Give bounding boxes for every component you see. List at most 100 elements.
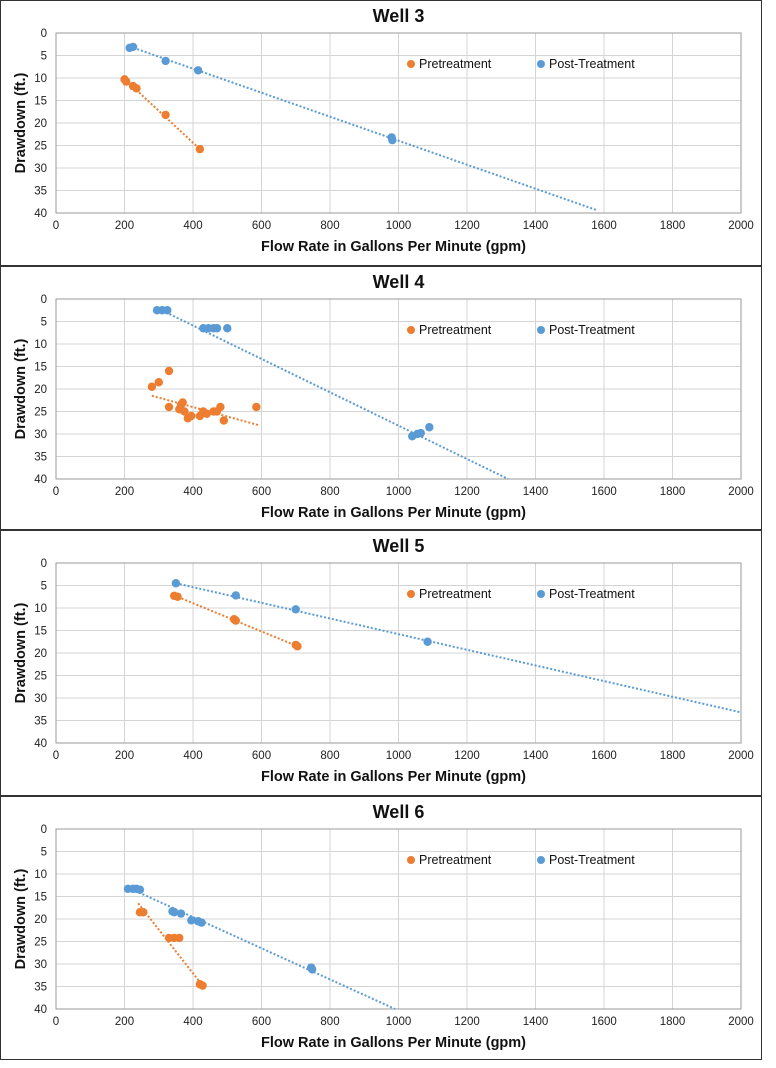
data-point-pretreatment [252, 402, 261, 412]
data-point-post-treatment [169, 908, 179, 917]
y-tick-label: 40 [34, 738, 47, 750]
legend-marker [537, 60, 545, 68]
data-point-pretreatment [132, 84, 141, 93]
y-tick-label: 35 [34, 186, 47, 198]
x-tick-label: 1400 [523, 750, 549, 762]
legend-label: Pretreatment [419, 853, 492, 867]
x-tick-label: 1800 [660, 220, 686, 232]
y-tick-label: 25 [34, 141, 47, 153]
y-tick-label: 20 [34, 118, 47, 130]
data-point-pretreatment [173, 592, 182, 601]
legend-label: Pretreatment [419, 323, 492, 337]
y-tick-label: 35 [34, 452, 47, 464]
chart-title: Well 5 [373, 536, 425, 556]
legend-label: Pretreatment [419, 57, 492, 71]
x-tick-label: 1200 [454, 1016, 480, 1028]
data-point-pretreatment [231, 616, 241, 625]
chart-panel-well-3: 0 200 400 600 800 1000 1200 1400 1600 1800 2000 0 5 1… [0, 0, 762, 266]
y-tick-label: 5 [41, 317, 47, 329]
y-tick-label: 5 [41, 847, 47, 859]
data-point-pretreatment [139, 908, 148, 917]
y-tick-label: 15 [34, 362, 47, 374]
data-point-post-treatment [388, 135, 397, 145]
trendline-post-treatment [129, 45, 598, 212]
y-tick-label: 25 [34, 937, 47, 949]
chart-title: Well 6 [373, 802, 425, 822]
trendline-pretreatment [137, 902, 205, 988]
chart-panel-well-4: 0 200 400 600 800 1000 1200 1400 1600 1800 2000 0 5 1… [0, 266, 762, 530]
x-tick-label: 400 [183, 486, 202, 498]
data-point-post-treatment [291, 605, 300, 614]
data-point-pretreatment [147, 382, 157, 391]
legend-marker [407, 326, 415, 334]
x-tick-label: 1000 [386, 220, 412, 232]
chart-well-6: 0 200 400 600 800 1000 1200 1400 1600 1800 2000 0 5 1… [13, 802, 754, 1051]
data-point-post-treatment [212, 324, 222, 333]
x-tick-label: 2000 [728, 1016, 754, 1028]
y-tick-label: 35 [34, 982, 47, 994]
data-point-post-treatment [171, 579, 181, 588]
data-point-post-treatment [193, 66, 203, 75]
y-tick-label: 0 [41, 824, 47, 836]
x-axis-label: Flow Rate in Gallons Per Minute (gpm) [261, 769, 526, 785]
chart-title: Well 4 [373, 272, 425, 292]
y-tick-label: 35 [34, 716, 47, 728]
data-point-pretreatment [198, 981, 207, 990]
x-tick-label: 0 [53, 750, 59, 762]
chart-title: Well 3 [373, 6, 425, 26]
data-point-post-treatment [135, 885, 145, 894]
data-point-post-treatment [307, 965, 317, 974]
y-tick-label: 10 [34, 339, 47, 351]
x-axis-label: Flow Rate in Gallons Per Minute (gpm) [261, 1035, 526, 1051]
x-tick-label: 200 [115, 1016, 134, 1028]
x-tick-label: 1600 [591, 750, 617, 762]
x-tick-label: 0 [53, 486, 59, 498]
data-point-post-treatment [425, 423, 434, 432]
x-tick-label: 1800 [660, 486, 686, 498]
x-axis-label: Flow Rate in Gallons Per Minute (gpm) [261, 505, 526, 521]
x-tick-label: 1200 [454, 220, 480, 232]
x-tick-label: 1600 [591, 486, 617, 498]
x-tick-label: 200 [115, 750, 134, 762]
legend-marker [537, 326, 545, 334]
y-tick-label: 10 [34, 869, 47, 881]
x-tick-label: 200 [115, 220, 134, 232]
y-tick-label: 40 [34, 1004, 47, 1016]
x-tick-label: 600 [252, 220, 271, 232]
x-tick-label: 1200 [454, 750, 480, 762]
y-tick-label: 25 [34, 407, 47, 419]
plot-area [55, 298, 742, 480]
legend-marker [407, 856, 415, 864]
y-tick-label: 15 [34, 96, 47, 108]
x-tick-label: 1400 [523, 1016, 549, 1028]
data-point-pretreatment [161, 110, 170, 120]
data-point-pretreatment [202, 409, 211, 418]
legend-marker [537, 590, 545, 598]
x-tick-label: 1600 [591, 220, 617, 232]
x-tick-label: 800 [320, 750, 339, 762]
data-point-post-treatment [187, 916, 196, 925]
legend-marker [537, 856, 545, 864]
x-tick-label: 1400 [523, 220, 549, 232]
y-tick-label: 30 [34, 959, 47, 971]
data-point-post-treatment [231, 591, 241, 600]
y-tick-label: 0 [41, 558, 47, 570]
x-tick-label: 1800 [660, 1016, 686, 1028]
y-tick-label: 0 [41, 294, 47, 306]
data-point-post-treatment [416, 428, 425, 438]
x-tick-label: 1000 [386, 1016, 412, 1028]
data-point-pretreatment [195, 144, 205, 154]
y-tick-label: 10 [34, 603, 47, 615]
y-tick-label: 20 [34, 648, 47, 660]
data-point-pretreatment [164, 366, 174, 376]
data-point-pretreatment [154, 378, 163, 387]
legend-label: Pretreatment [419, 587, 492, 601]
chart-panel-well-5: 0 200 400 600 800 1000 1200 1400 1600 1800 2000 0 5 1… [0, 530, 762, 796]
y-tick-label: 30 [34, 163, 47, 175]
data-point-post-treatment [197, 918, 206, 927]
chart-well-4: 0 200 400 600 800 1000 1200 1400 1600 1800 2000 0 5 1… [13, 272, 754, 521]
chart-panel-well-6: 0 200 400 600 800 1000 1200 1400 1600 1800 2000 0 5 1… [0, 796, 762, 1060]
legend-marker [407, 590, 415, 598]
x-tick-label: 400 [183, 220, 202, 232]
y-tick-label: 5 [41, 581, 47, 593]
